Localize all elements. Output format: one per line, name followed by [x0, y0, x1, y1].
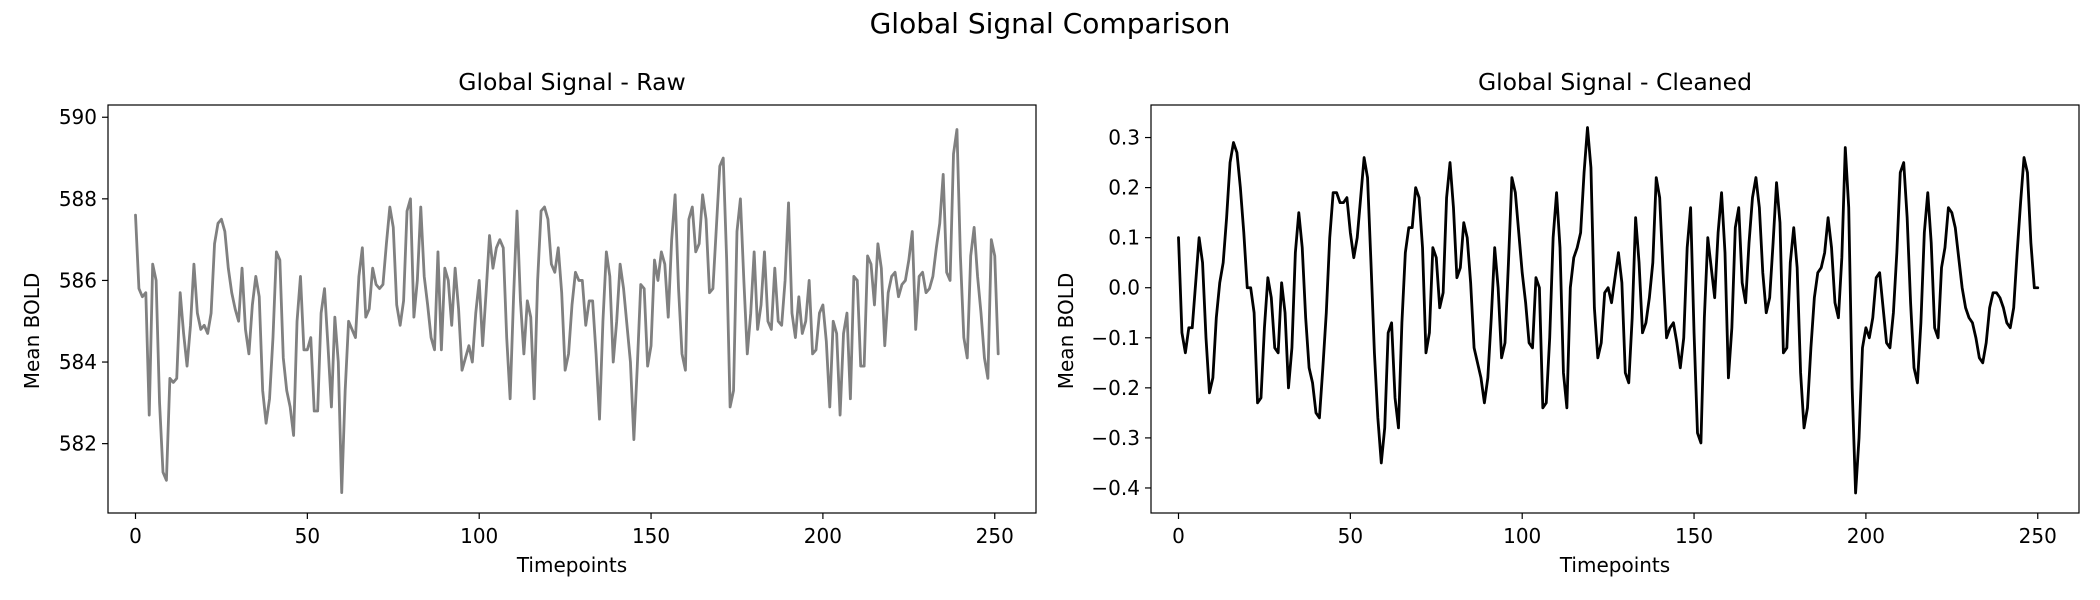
figure-title: Global Signal Comparison	[870, 7, 1231, 40]
x-tick-label: 0	[1172, 524, 1185, 548]
y-tick-label: 582	[59, 432, 97, 456]
x-axis-label: Timepoints	[1559, 553, 1670, 577]
x-tick-label: 200	[804, 524, 842, 548]
y-tick-label: 590	[59, 105, 97, 129]
ticks-group: 0 50 100 150 200 250 582 584 586 588 590	[59, 105, 1014, 548]
y-tick-label: 584	[59, 350, 97, 374]
x-tick-label: 0	[129, 524, 142, 548]
chart-cleaned: Global Signal - Cleaned Mean BOLD Timepo…	[1054, 68, 2080, 577]
x-tick-label: 50	[1338, 524, 1363, 548]
y-axis-label: Mean BOLD	[1054, 273, 1078, 390]
y-tick-label: 0.2	[1108, 176, 1140, 200]
x-tick-label: 150	[632, 524, 670, 548]
chart-title: Global Signal - Raw	[458, 68, 685, 96]
marks-group	[1177, 126, 2040, 495]
series-line	[134, 128, 1000, 495]
y-tick-label: −0.2	[1091, 376, 1140, 400]
x-tick-label: 100	[460, 524, 498, 548]
x-tick-label: 250	[976, 524, 1014, 548]
x-tick-label: 200	[1847, 524, 1885, 548]
plot-frame	[107, 104, 1037, 514]
chart-raw: Global Signal - Raw Mean BOLD Timepoints…	[20, 68, 1037, 577]
ticks-group: 0 50 100 150 200 250 −0.4 −0.3 −0.2 −0.1 0.0 0.1 0.2…	[1091, 126, 2056, 548]
y-tick-label: 0.1	[1108, 226, 1140, 250]
x-tick-label: 250	[2019, 524, 2057, 548]
y-tick-label: −0.4	[1091, 476, 1140, 500]
chart-title: Global Signal - Cleaned	[1478, 68, 1752, 96]
x-tick-label: 50	[295, 524, 320, 548]
series-line	[1177, 126, 2040, 495]
y-tick-label: −0.1	[1091, 326, 1140, 350]
y-tick-label: 588	[59, 187, 97, 211]
plot-frame	[1150, 104, 2080, 514]
x-tick-label: 150	[1675, 524, 1713, 548]
y-tick-label: −0.3	[1091, 426, 1140, 450]
y-tick-label: 586	[59, 268, 97, 292]
y-tick-label: 0.3	[1108, 126, 1140, 150]
x-tick-label: 100	[1503, 524, 1541, 548]
y-axis-label: Mean BOLD	[20, 273, 44, 390]
x-axis-label: Timepoints	[516, 553, 627, 577]
y-tick-label: 0.0	[1108, 276, 1140, 300]
marks-group	[134, 128, 1000, 495]
